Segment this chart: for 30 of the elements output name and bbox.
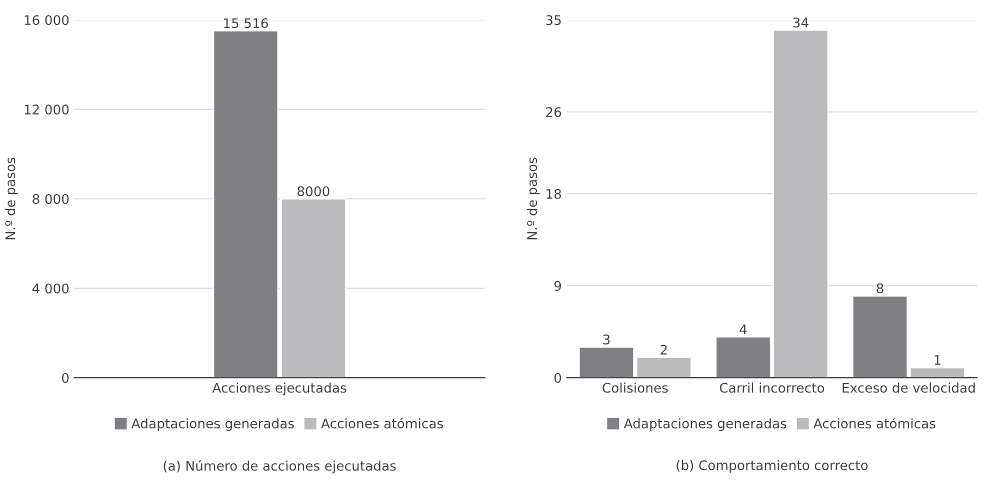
data-label: 15 516	[224, 18, 268, 28]
data-label: 8000	[298, 186, 330, 196]
x-tick-label: Acciones ejecutadas	[212, 382, 346, 396]
data-label: 3	[603, 334, 610, 344]
data-label: 2	[660, 344, 667, 355]
y-tick-label: 26	[546, 107, 562, 118]
y-tick-label: 4 000	[32, 283, 69, 294]
x-tick-label: Colisiones	[602, 382, 668, 393]
y-tick-label: 16 000	[24, 15, 69, 26]
legend-label: Acciones atómicas	[321, 418, 443, 428]
y-tick-label: 12 000	[24, 104, 69, 115]
y-tick-label: 0	[62, 372, 69, 383]
y-tick-label: 35	[546, 15, 561, 26]
y-tick-label: 0	[554, 372, 562, 383]
text: (b) Comportamiento correcto	[676, 460, 868, 473]
y-axis-title: N.º de pasos	[5, 158, 18, 240]
y-tick-label: 18	[546, 188, 562, 199]
x-tick-label: Carril incorrecto	[720, 382, 824, 393]
y-tick-label: 9	[554, 280, 562, 291]
legend-label: Adaptaciones generadas	[624, 418, 786, 431]
data-label: 8	[876, 283, 884, 294]
legend-label: Acciones atómicas	[813, 418, 936, 428]
data-label: 1	[934, 355, 940, 365]
text: (a) Número de acciones ejecutadas	[164, 460, 396, 474]
data-label: 34	[793, 18, 808, 28]
y-axis-title: N.º de pasos	[526, 158, 540, 240]
y-tick-label: 8 000	[32, 194, 69, 204]
data-label: 4	[740, 324, 747, 334]
x-tick-label: Exceso de velocidad	[842, 382, 975, 393]
legend-label: Adaptaciones generadas	[131, 418, 294, 431]
